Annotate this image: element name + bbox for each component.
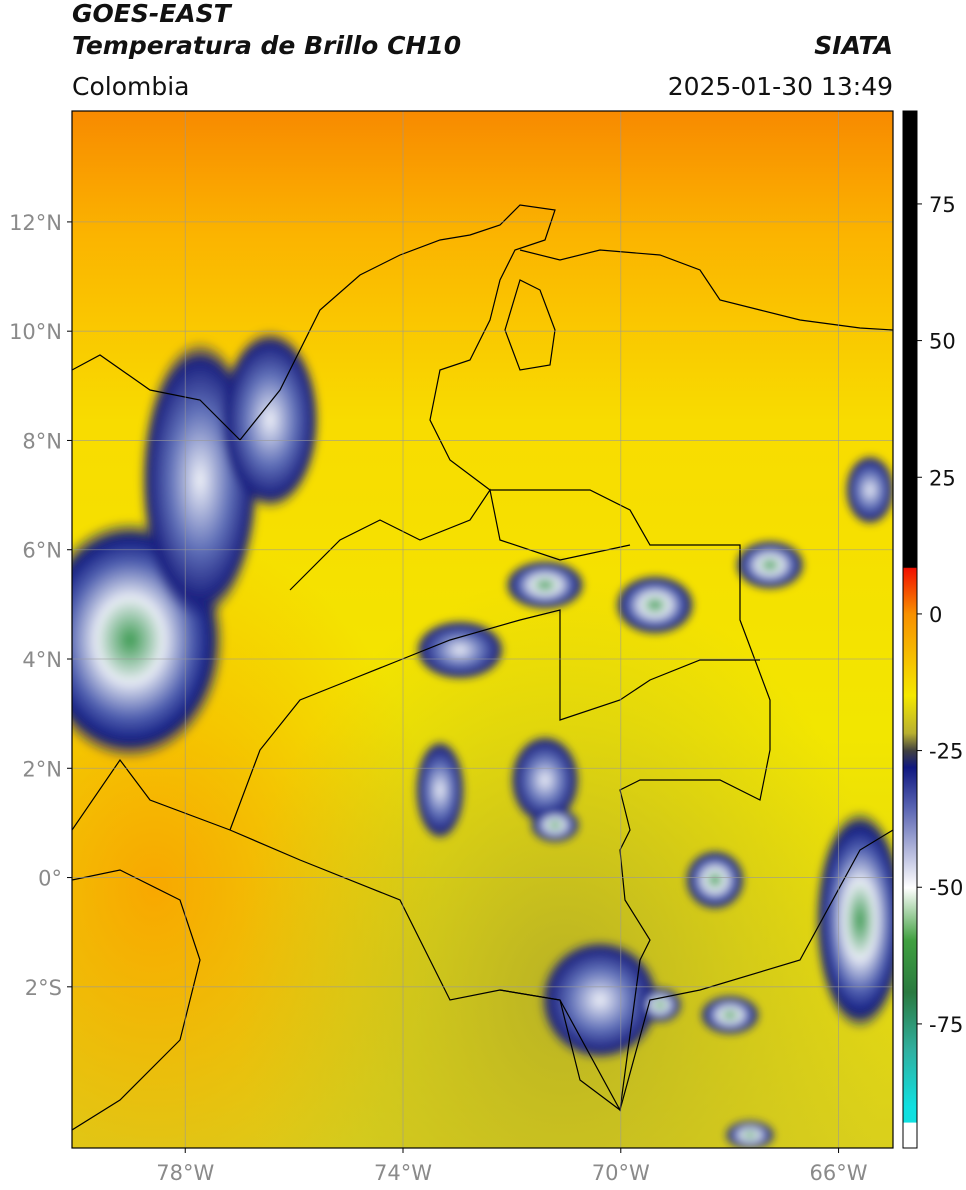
borders xyxy=(72,204,893,1131)
colorbar-tick-label: 0 xyxy=(929,603,942,627)
x-tick-label: 74°W xyxy=(374,1161,432,1185)
colorbar-tick-label: -75 xyxy=(929,1013,963,1037)
y-tick-label: 4°N xyxy=(22,648,62,672)
y-tick-label: 2°N xyxy=(22,757,62,781)
y-tick-label: 12°N xyxy=(9,211,62,235)
y-tick-label: 6°N xyxy=(22,539,62,563)
y-tick-label: 10°N xyxy=(9,320,62,344)
timestamp: 2025-01-30 13:49 xyxy=(668,72,893,101)
colorbar-tick-label: -50 xyxy=(929,876,963,900)
y-tick-label: 0° xyxy=(38,867,62,891)
x-tick-label: 78°W xyxy=(156,1161,214,1185)
colorbar-tick-label: 50 xyxy=(929,330,956,354)
map-image xyxy=(72,111,893,1148)
subtitle: Temperatura de Brillo CH10 xyxy=(72,31,461,60)
region: Colombia xyxy=(72,72,189,101)
colorbar-tick-label: 75 xyxy=(929,193,956,217)
x-tick-label: 66°W xyxy=(810,1161,868,1185)
source: SIATA xyxy=(814,31,893,60)
map-frame xyxy=(71,110,894,1149)
y-tick-label: 2°S xyxy=(25,976,62,1000)
colorbar-tick-label: -25 xyxy=(929,740,963,764)
graticule xyxy=(72,111,893,1148)
y-tick-label: 8°N xyxy=(22,429,62,453)
x-tick-label: 70°W xyxy=(592,1161,650,1185)
colorbar-tick-label: 25 xyxy=(929,466,956,490)
colorbar xyxy=(902,110,918,1149)
title: GOES-EAST xyxy=(72,0,233,28)
labels: 78°W 74°W 70°W 66°W 12°N 10°N 8°N 6°N 4°N 2°N 0° 2°… xyxy=(9,193,963,1185)
clouds xyxy=(72,330,893,1148)
